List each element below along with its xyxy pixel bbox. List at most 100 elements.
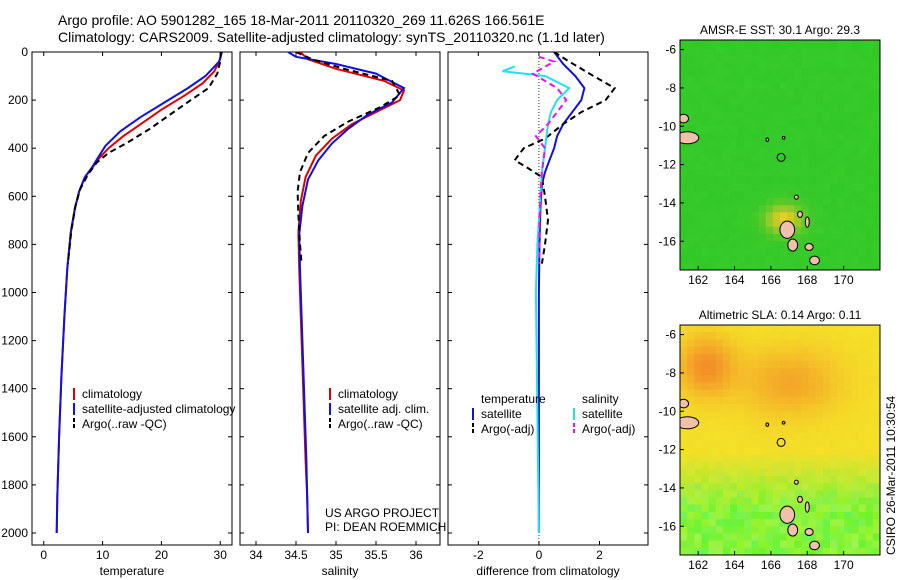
sla-map-cell xyxy=(715,404,724,412)
sst-map-cell xyxy=(865,75,874,84)
sla-map-cell xyxy=(801,346,810,355)
sla-map-cell xyxy=(694,526,703,535)
sla-map-cell xyxy=(722,519,731,527)
sst-map-cell xyxy=(837,212,845,221)
sla-map-cell xyxy=(708,418,717,427)
sla-map-cell xyxy=(858,418,867,427)
sst-map-cell xyxy=(722,119,731,127)
sla-map-cell xyxy=(794,533,803,542)
sla-map-cell xyxy=(787,339,795,348)
sla-map-cell xyxy=(758,375,767,384)
sla-map-cell xyxy=(751,382,760,391)
sla-map-cell xyxy=(794,519,803,527)
sst-map-cell xyxy=(772,262,781,270)
sst-map-cell xyxy=(680,126,688,135)
sst-map-cell xyxy=(765,162,774,170)
sla-map-cell xyxy=(858,468,867,477)
sst-map-cell xyxy=(772,40,781,48)
sla-map-cell xyxy=(680,389,688,398)
sst-map-cell xyxy=(765,234,774,242)
sst-map-cell xyxy=(687,205,695,214)
sla-map-cell xyxy=(730,389,738,398)
sst-map-cell xyxy=(822,40,831,48)
sla-map-cell xyxy=(744,425,753,434)
sla-map-cell xyxy=(680,432,688,441)
sst-map-cell xyxy=(680,205,688,214)
sla-map-cell xyxy=(744,475,753,484)
sst-map-cell xyxy=(830,198,838,206)
sla-map-cell xyxy=(708,339,717,348)
sst-map-cell xyxy=(744,68,753,77)
sla-map-cell xyxy=(822,504,831,513)
sst-map-cell xyxy=(701,234,710,242)
sst-map-cell xyxy=(830,68,838,77)
difference-xtick-label: 0 xyxy=(536,548,543,562)
sst-map-cell xyxy=(815,176,824,185)
sla-map-cell xyxy=(865,375,874,384)
sla-map-cell xyxy=(730,353,738,362)
sla-map-cell xyxy=(758,332,767,340)
sst-map-cell xyxy=(687,162,695,170)
sst-map-cell xyxy=(837,47,845,55)
sla-map-cell xyxy=(758,346,767,355)
sst-map-island xyxy=(804,216,810,228)
sla-map-cell xyxy=(737,353,745,362)
sla-map-island xyxy=(680,416,700,430)
sst-map-cell xyxy=(794,47,803,55)
sst-map-cell xyxy=(765,54,774,63)
sla-map-cell xyxy=(701,511,710,520)
sla-map-cell xyxy=(851,504,860,513)
sst-map-cell xyxy=(772,169,781,178)
sst-map-cell xyxy=(858,90,867,99)
sla-map-cell xyxy=(787,346,795,355)
sla-map-cell xyxy=(687,382,695,391)
sla-map-cell xyxy=(815,468,824,477)
sla-map-cell xyxy=(872,490,880,499)
sst-map-cell xyxy=(701,83,710,91)
sla-map-cell xyxy=(858,375,867,384)
sst-map-cell xyxy=(851,255,860,264)
sla-map-cell xyxy=(758,454,767,463)
sla-map-cell xyxy=(715,411,724,420)
sst-map-cell xyxy=(851,133,860,142)
sla-map-cell xyxy=(708,526,717,535)
difference-xtick-label: -2 xyxy=(473,548,484,562)
sla-map-cell xyxy=(730,432,738,441)
sla-map-cell xyxy=(872,389,880,398)
sla-map-cell xyxy=(744,497,753,506)
sst-map-cell xyxy=(865,140,874,149)
sla-map-cell xyxy=(801,461,810,470)
sla-map-cell xyxy=(737,396,745,405)
sst-map-cell xyxy=(744,47,753,55)
sst-map-cell xyxy=(858,169,867,178)
sst-map-cell xyxy=(815,226,824,235)
sla-map-cell xyxy=(751,375,760,384)
sla-map-cell xyxy=(815,418,824,427)
sst-map-cell xyxy=(737,183,745,192)
sla-map-cell xyxy=(851,404,860,412)
sla-map-cell xyxy=(801,447,810,455)
sst-map-cell xyxy=(837,198,845,206)
sst-map-cell xyxy=(680,183,688,192)
sst-map-ytick-label: -16 xyxy=(659,234,677,248)
sla-map-cell xyxy=(815,440,824,448)
sla-map-cell xyxy=(865,468,874,477)
sst-map-cell xyxy=(801,147,810,156)
sla-map-cell xyxy=(851,497,860,506)
difference-legend-title: salinity xyxy=(582,392,619,406)
sla-map-cell xyxy=(701,447,710,455)
sla-map-cell xyxy=(844,325,853,333)
sst-map-cell xyxy=(837,75,845,84)
sst-map-cell xyxy=(722,40,731,48)
sst-map-cell xyxy=(730,219,738,228)
sst-map-cell xyxy=(758,90,767,99)
sla-map-cell xyxy=(851,368,860,376)
sst-map-cell xyxy=(708,68,717,77)
sst-map-cell xyxy=(837,248,845,257)
sla-map-cell xyxy=(687,468,695,477)
sst-map-cell xyxy=(715,255,724,264)
sst-map-cell xyxy=(772,140,781,149)
sst-map-cell xyxy=(837,133,845,142)
sla-map-cell xyxy=(751,483,760,491)
sla-map-cell xyxy=(708,325,717,333)
